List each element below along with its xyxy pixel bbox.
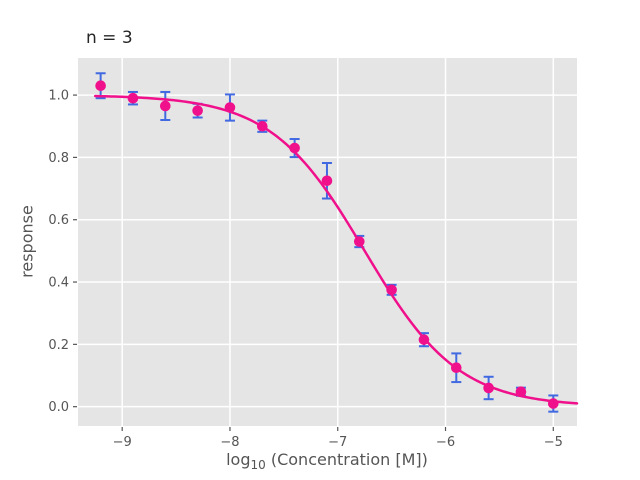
x-axis-label-subscript: 10 — [250, 458, 266, 473]
data-point-marker — [95, 80, 106, 92]
y-tick-label: 0.0 — [48, 400, 69, 415]
data-point-marker — [386, 284, 397, 296]
data-point-marker — [256, 120, 268, 132]
fit-curve — [93, 94, 579, 405]
data-point-marker — [159, 100, 171, 112]
x-axis-label: log10 (Concentration [M]) — [177, 450, 477, 472]
chart-title: n = 3 — [86, 28, 133, 48]
x-axis-label-prefix: log — [226, 450, 251, 469]
y-tick-label: 1.0 — [48, 89, 69, 104]
x-tick-label: −6 — [436, 435, 455, 450]
y-tick-label: 0.4 — [48, 276, 69, 291]
y-tick-label: 0.6 — [48, 213, 69, 228]
data-point-marker — [418, 334, 430, 345]
data-point-marker — [483, 382, 494, 394]
data-point-marker — [289, 142, 300, 154]
data-point-marker — [450, 362, 462, 374]
data-point-marker — [321, 175, 333, 187]
data-point-marker — [353, 236, 365, 247]
x-tick-label: −9 — [113, 435, 132, 450]
data-point-marker — [224, 102, 236, 113]
data-point-marker — [127, 92, 139, 104]
data-point-marker — [515, 386, 527, 398]
data-point-marker — [192, 105, 203, 116]
data-point-marker — [547, 398, 559, 409]
plot-background — [78, 58, 577, 426]
x-tick-label: −8 — [220, 435, 239, 450]
y-tick-label: 0.8 — [48, 151, 69, 166]
x-tick-label: −5 — [544, 435, 563, 450]
x-axis-label-rest: (Concentration [M]) — [265, 450, 428, 469]
y-axis-label: response — [17, 205, 37, 278]
y-tick-label: 0.2 — [48, 338, 69, 353]
x-tick-label: −7 — [328, 435, 347, 450]
